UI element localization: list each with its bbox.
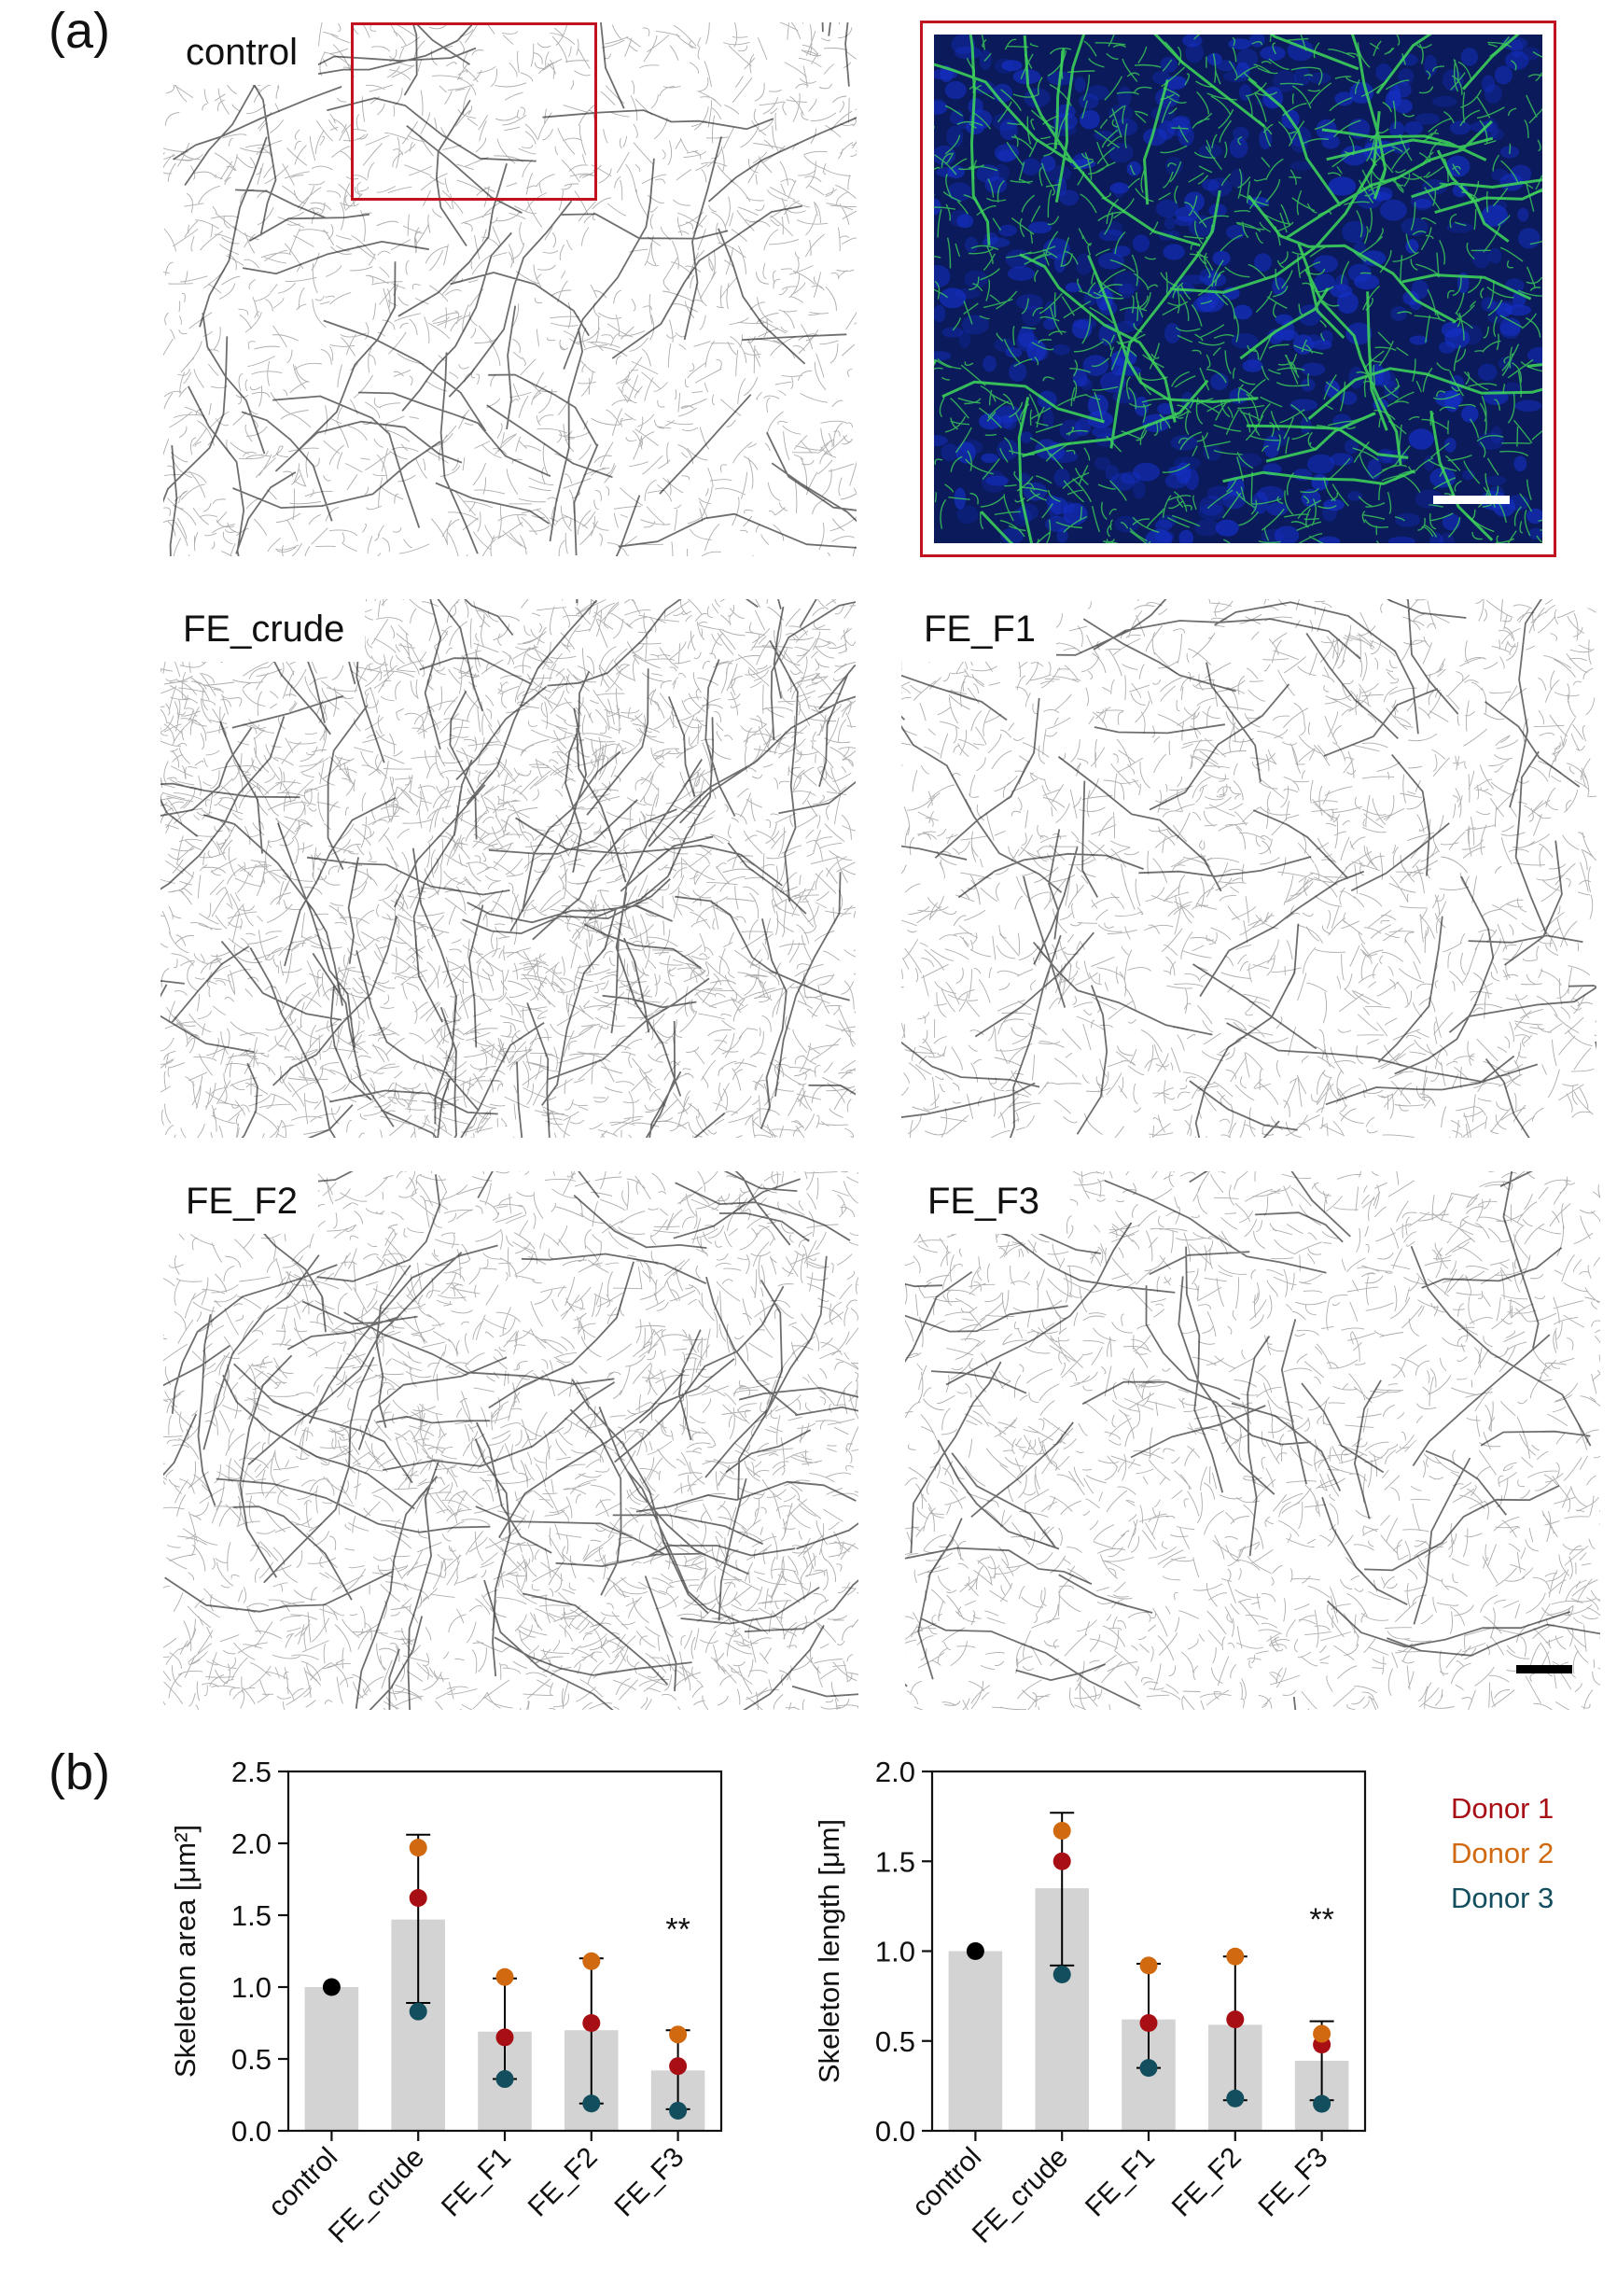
legend-donor-2: Donor 2 bbox=[1451, 1837, 1554, 1869]
x-tick-label: control bbox=[906, 2142, 987, 2223]
donor-2-point bbox=[1139, 1956, 1158, 1975]
network-fibers bbox=[905, 1171, 1600, 1710]
micrograph-fe-crude: FE_crude bbox=[160, 599, 856, 1138]
donor-3-point bbox=[1052, 1966, 1071, 1984]
donor-3-point bbox=[495, 2070, 514, 2089]
y-tick-label: 0.5 bbox=[231, 2043, 272, 2076]
y-tick-label: 0.5 bbox=[875, 2025, 915, 2058]
donor-2-point bbox=[1226, 1947, 1245, 1966]
network-texture bbox=[905, 1171, 1600, 1710]
scale-bar-black bbox=[1516, 1665, 1572, 1673]
significance-marker: ** bbox=[665, 1911, 690, 1947]
donor-1-point bbox=[669, 2057, 688, 2076]
network-fibers bbox=[160, 599, 856, 1138]
micrograph-fe-f2: FE_F2 bbox=[163, 1171, 858, 1710]
bar-control bbox=[948, 1951, 1003, 2131]
donor-1-point bbox=[409, 1889, 427, 1908]
x-tick-label: FE_crude bbox=[967, 2142, 1074, 2249]
y-tick-label: 1.5 bbox=[875, 1845, 915, 1878]
network-texture bbox=[163, 1171, 858, 1710]
donor-1-point bbox=[1226, 2010, 1245, 2029]
scale-bar-white bbox=[1433, 496, 1510, 504]
network-fibers bbox=[934, 35, 1542, 543]
micrograph-fe-f1: FE_F1 bbox=[901, 599, 1596, 1138]
donor-3-point bbox=[1226, 2089, 1245, 2107]
panel-b-label: (b) bbox=[49, 1744, 110, 1800]
micrograph-label: control bbox=[163, 22, 319, 85]
donor-3-point bbox=[1139, 2059, 1158, 2078]
legend-donor-1: Donor 1 bbox=[1451, 1792, 1554, 1825]
fluorescence-inset bbox=[920, 21, 1556, 557]
donor-1-point bbox=[582, 2014, 601, 2032]
micrograph-fe-f3: FE_F3 bbox=[905, 1171, 1600, 1710]
y-axis-label: Skeleton area [μm²] bbox=[169, 1825, 202, 2078]
significance-marker: ** bbox=[1309, 1902, 1333, 1938]
legend-donor-3: Donor 3 bbox=[1451, 1882, 1554, 1914]
y-tick-label: 0.0 bbox=[231, 2115, 272, 2148]
donor-2-point bbox=[409, 1839, 427, 1857]
donor-2-point bbox=[495, 1967, 514, 1986]
micrograph-label: FE_crude bbox=[160, 599, 366, 662]
donor-2-point bbox=[1313, 2024, 1331, 2043]
zoom-region-box bbox=[351, 22, 597, 201]
network-fibers bbox=[163, 22, 857, 556]
network-texture bbox=[163, 22, 857, 556]
bar-control bbox=[304, 1987, 359, 2131]
donor-3-point bbox=[669, 2101, 688, 2120]
y-tick-label: 1.0 bbox=[875, 1936, 915, 1968]
x-tick-label: FE_F1 bbox=[1080, 2142, 1161, 2223]
donor-1-point bbox=[1052, 1852, 1071, 1870]
network-texture bbox=[160, 599, 856, 1138]
donor-3-point bbox=[1313, 2094, 1331, 2113]
panel-a-label: (a) bbox=[49, 3, 110, 59]
nuclei bbox=[934, 35, 1542, 543]
x-tick-label: FE_F3 bbox=[1253, 2142, 1334, 2223]
y-axis-label: Skeleton length [μm] bbox=[813, 1819, 845, 2083]
donor-2-point bbox=[582, 1952, 601, 1970]
donor-1-point bbox=[495, 2028, 514, 2047]
fluorescence-image bbox=[934, 35, 1542, 543]
y-tick-label: 0.0 bbox=[875, 2115, 915, 2148]
micrograph-control: control bbox=[163, 22, 857, 556]
donor-1-point bbox=[1139, 2014, 1158, 2032]
donor-2-point bbox=[1052, 1822, 1071, 1841]
donor-legend: Donor 1 Donor 2 Donor 3 bbox=[1451, 1786, 1554, 1921]
x-tick-label: FE_F2 bbox=[1166, 2142, 1248, 2223]
donor-2-point bbox=[669, 2025, 688, 2044]
donor-3-point bbox=[409, 2002, 427, 2021]
y-tick-label: 2.0 bbox=[231, 1827, 272, 1860]
micrograph-label: FE_F1 bbox=[901, 599, 1057, 662]
control-point bbox=[966, 1942, 984, 1960]
y-tick-label: 2.0 bbox=[875, 1756, 915, 1788]
control-point bbox=[322, 1978, 341, 1996]
micrograph-label: FE_F2 bbox=[163, 1171, 319, 1234]
micrograph-label: FE_F3 bbox=[905, 1171, 1061, 1234]
y-tick-label: 1.0 bbox=[231, 1971, 272, 2004]
y-tick-label: 2.5 bbox=[231, 1756, 272, 1788]
fluorescence-network bbox=[934, 35, 1542, 543]
y-tick-label: 1.5 bbox=[231, 1899, 272, 1932]
network-fibers bbox=[163, 1171, 858, 1710]
donor-3-point bbox=[582, 2094, 601, 2113]
